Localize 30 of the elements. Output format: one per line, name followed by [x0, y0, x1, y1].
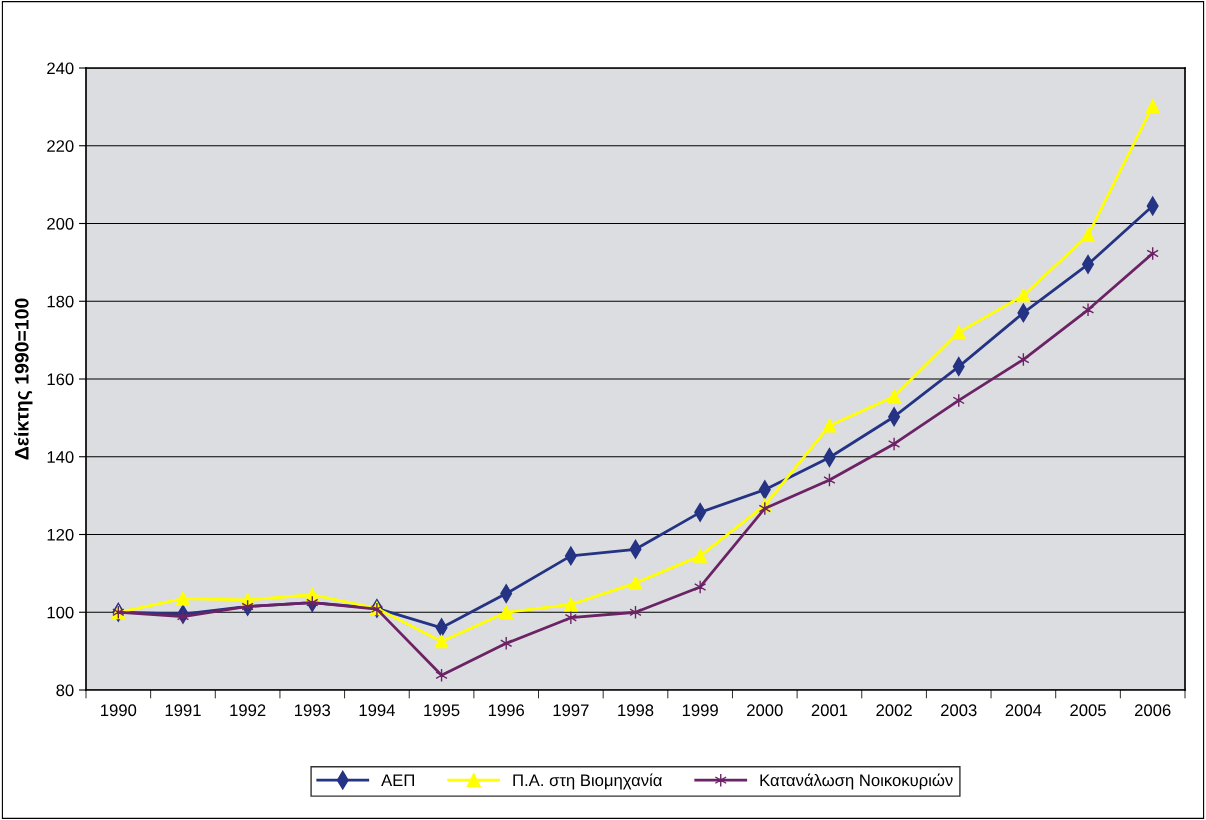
x-tick-label: 2004: [1005, 704, 1042, 717]
y-tick-label: 160: [47, 373, 74, 386]
y-axis-title: Δείκτης 1990=100: [14, 298, 33, 460]
y-tick-label: 100: [47, 606, 74, 619]
x-tick-label: 1990: [101, 704, 137, 717]
x-tick-label: 1993: [295, 704, 331, 717]
x-tick-label: 1995: [424, 704, 460, 717]
y-tick-label: 180: [47, 295, 74, 308]
x-tick-label: 1994: [359, 704, 395, 717]
legend-label: Π.Α. στη Βιομηχανία: [513, 773, 662, 790]
y-tick-label: 220: [47, 140, 74, 152]
x-tick-label: 2003: [941, 704, 977, 717]
x-tick-label: 1999: [682, 704, 718, 717]
x-tick-label: 1991: [165, 704, 201, 717]
y-tick-label: 240: [47, 62, 74, 75]
x-tick-label: 1998: [618, 704, 654, 717]
y-tick-label: 80: [56, 684, 74, 697]
x-tick-label: 2005: [1070, 704, 1106, 717]
x-tick-label: 2001: [811, 704, 848, 717]
x-tick-label: 1992: [230, 704, 266, 717]
legend-label: ΑΕΠ: [381, 774, 414, 786]
y-tick-label: 200: [47, 217, 74, 230]
x-tick-label: 1997: [553, 704, 589, 717]
x-tick-label: 1996: [488, 704, 525, 717]
x-tick-label: 2000: [747, 704, 783, 717]
y-tick-label: 140: [47, 451, 74, 463]
legend-label: Κατανάλωση Νοικοκυριών: [760, 773, 953, 790]
y-tick-label: 120: [47, 528, 74, 541]
x-tick-label: 2002: [876, 704, 912, 717]
x-tick-label: 2006: [1134, 704, 1171, 717]
